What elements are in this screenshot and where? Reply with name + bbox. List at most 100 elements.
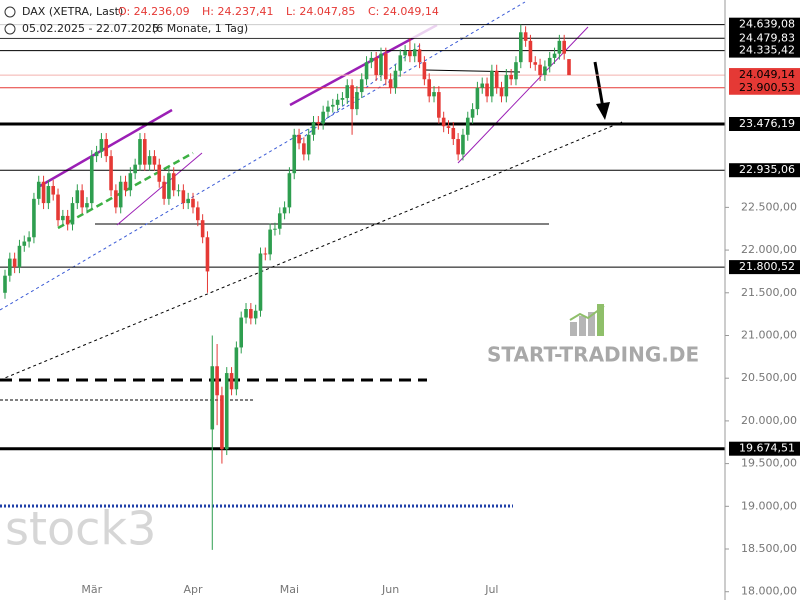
candle-body [3,275,7,293]
candle-body [104,139,109,157]
level-label: 23.476,19 [739,117,795,130]
candle-body [350,85,354,110]
level-label-bg [729,80,800,95]
candle-body [475,87,480,110]
candle-body [157,164,162,182]
candle-body [359,79,364,93]
candle-body [480,83,485,88]
y-axis: 18.000,00 18.500,00 19.000,00 19.500,00 20.0… [725,200,797,598]
candles [3,24,571,550]
candle-body [258,253,263,311]
drawn-line [424,69,521,73]
level-label-bg [729,17,800,32]
candle-body [422,62,427,80]
candle-body [224,373,229,450]
candle-body [292,134,297,174]
candle-body [128,173,133,191]
y-tick-label: 22.500,00 [741,200,797,213]
level-label: 24.335,42 [739,44,795,57]
candle-body [330,104,335,107]
candle-body [234,347,239,390]
candle-body [65,215,70,225]
candle-body [200,220,205,238]
x-tick-label: Jun [381,583,399,596]
candle-body [22,241,27,246]
candle-body [441,117,446,127]
candle-body [239,317,244,348]
candle-body [528,40,533,63]
candle-body [263,253,268,255]
candle-body [142,139,147,165]
candle-body [306,134,311,155]
candle-body [56,194,60,221]
x-tick-label: Jul [484,583,498,596]
candle-body [446,126,451,128]
level-label: 22.935,06 [739,163,795,176]
y-tick-label: 18.500,00 [741,542,797,555]
candle-body [80,190,84,208]
candle-body [316,121,321,124]
candle-body [437,92,441,118]
candle-body [518,32,523,63]
candle-body [408,51,412,57]
y-tick-label: 20.500,00 [741,371,797,384]
candle-body [249,309,253,319]
candle-body [282,207,287,214]
candle-body [114,190,118,208]
candle-body [196,207,200,221]
candle-body [186,198,190,204]
candle-body [470,109,475,118]
candle-body [379,53,383,75]
quote-open: O: 24.236,09 [118,5,190,18]
candle-body [374,57,378,75]
quote-high: H: 24.237,41 [202,5,273,18]
trend-line [0,121,623,381]
candle-body [41,181,46,204]
candle-body [412,49,417,57]
candle-body [543,66,547,75]
candle-body [85,203,89,208]
level-label-bg [729,43,800,58]
candle-body [89,156,94,204]
candle-body [138,139,142,165]
candle-body [311,121,316,135]
candle-body [461,134,465,155]
candle-body [162,181,166,199]
arrow-head [596,102,610,120]
candle-body [46,186,51,204]
logo-line [569,305,605,321]
quote-low: L: 24.047,85 [286,5,355,18]
instrument: DAX (XETRA, Last) [22,5,123,18]
x-tick-label: Apr [183,583,203,596]
candle-body [432,92,436,97]
candle-body [36,181,41,199]
candle-body [287,173,292,208]
candle-body [417,49,422,63]
level-label: 21.800,52 [739,260,795,273]
candle-body [220,395,224,450]
watermark: START-TRADING.DE [487,343,699,367]
candle-body [215,366,219,396]
candle-body [369,57,374,63]
candle-body [567,59,571,76]
candle-body [171,173,176,191]
candle-body [384,53,388,80]
logo [569,304,605,336]
trend-line [116,152,203,226]
level-label: 24.639,08 [739,18,795,31]
candle-body [523,32,528,41]
level-label: 19.674,51 [739,442,795,455]
candle-body [147,156,152,165]
candle-body [118,181,123,208]
y-tick-label: 19.500,00 [741,457,797,470]
candle-body [345,85,350,99]
candle-body [355,92,359,110]
level-label-bg [729,260,800,275]
candle-body [253,310,258,319]
y-tick-label: 19.000,00 [741,499,797,512]
candle-body [12,258,17,268]
candle-body [176,190,181,192]
arrow [593,61,605,109]
candle-body [538,64,542,75]
